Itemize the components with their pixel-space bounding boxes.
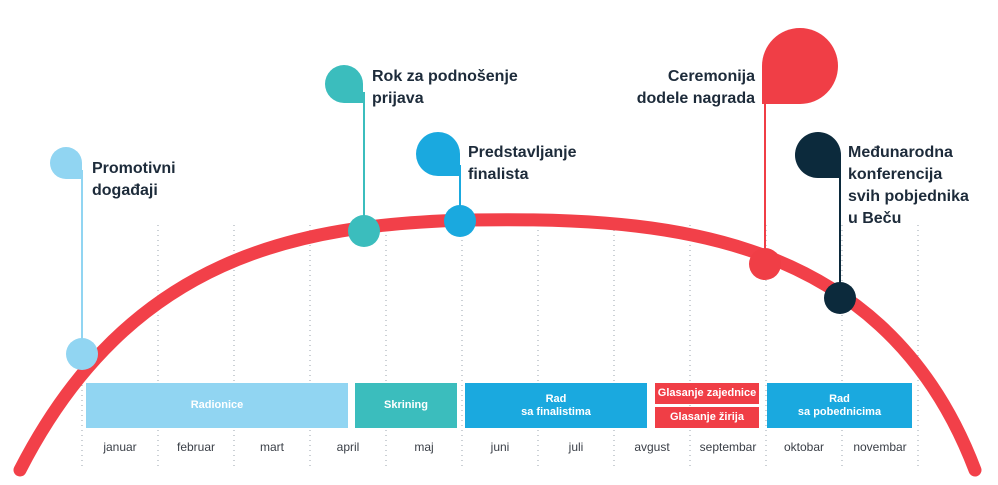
phase-label-line: Glasanje žirija [670, 411, 744, 423]
month-label-juni: juni [490, 440, 510, 454]
milestone-drop-0 [50, 147, 82, 179]
milestone-callout-line: dodele nagrada [636, 90, 755, 107]
milestone-callout-line: Promotivni [92, 160, 176, 177]
phase-bar-3 [655, 383, 759, 404]
milestone-dots [66, 205, 856, 370]
phase-label-1: Skrining [355, 383, 457, 428]
milestone-drop-3 [762, 28, 838, 104]
milestone-callout-line: Predstavljanje [468, 144, 577, 161]
phase-bar-1 [355, 383, 457, 428]
phase-label-line: Skrining [383, 399, 428, 411]
milestone-drop-markers [50, 28, 841, 179]
phase-label-line: Rad [545, 392, 567, 405]
phase-label-4: Glasanje žirija [655, 407, 759, 428]
month-label-maj: maj [414, 440, 434, 454]
phase-bars [86, 383, 912, 428]
month-label-februar: februar [176, 440, 216, 454]
month-label-april: april [336, 440, 360, 454]
phase-label-line: Radionice [190, 399, 244, 411]
phase-bar-0 [86, 383, 348, 428]
month-label-avgust: avgust [634, 440, 670, 454]
month-label-januar: januar [103, 440, 137, 454]
milestone-callout-line: finalista [468, 166, 529, 183]
phase-label-line: Glasanje zajednice [657, 387, 757, 399]
milestone-callout-4: Međunarodna konferencija svih pobjednika u … [848, 142, 969, 230]
milestone-dot-0 [66, 338, 98, 370]
month-label-oktobar: oktobar [783, 440, 825, 454]
month-label-juli: juli [568, 440, 584, 454]
phase-label-line: sa pobednicima [797, 405, 882, 418]
milestone-drop-1 [325, 65, 363, 103]
milestone-callout-1: Rok za podnošenje prijava [372, 66, 518, 110]
month-label-septembar: septembar [699, 440, 757, 454]
milestone-callout-line: Rok za podnošenje [372, 68, 518, 85]
milestone-dot-1 [348, 215, 380, 247]
milestone-drop-2 [416, 132, 460, 176]
month-label-novembar: novembar [853, 440, 907, 454]
milestone-callout-line: konferencija [848, 166, 943, 183]
phase-label-2: Rad sa finalistima [465, 383, 647, 428]
phase-bar-4 [655, 407, 759, 428]
phase-label-5: Rad sa pobednicima [767, 383, 912, 428]
phase-label-line: Rad [829, 392, 850, 405]
timeline-arc [13, 213, 982, 477]
milestone-callout-line: svih pobjednika [848, 188, 969, 205]
milestone-callout-2: Predstavljanje finalista [468, 142, 577, 186]
phase-label-line: sa finalistima [521, 405, 591, 418]
milestone-callout-line: prijava [372, 90, 424, 107]
milestone-callout-line: u Beču [848, 210, 902, 227]
milestone-callout-0: Promotivni događaji [92, 158, 176, 202]
milestone-dot-3 [749, 248, 781, 280]
milestone-drop-4 [795, 132, 841, 178]
milestone-callout-line: Ceremonija [667, 68, 755, 85]
milestone-callout-line: događaji [92, 182, 158, 199]
phase-label-3: Glasanje zajednice [655, 383, 759, 404]
month-label-mart: mart [260, 440, 284, 454]
milestone-callout-line: Međunarodna [848, 144, 953, 161]
phase-bar-2 [465, 383, 647, 428]
phase-bar-5 [767, 383, 912, 428]
milestone-callout-3: Ceremonija dodele nagrada [637, 66, 755, 110]
milestone-dot-4 [824, 282, 856, 314]
milestone-dot-2 [444, 205, 476, 237]
phase-label-0: Radionice [86, 383, 348, 428]
